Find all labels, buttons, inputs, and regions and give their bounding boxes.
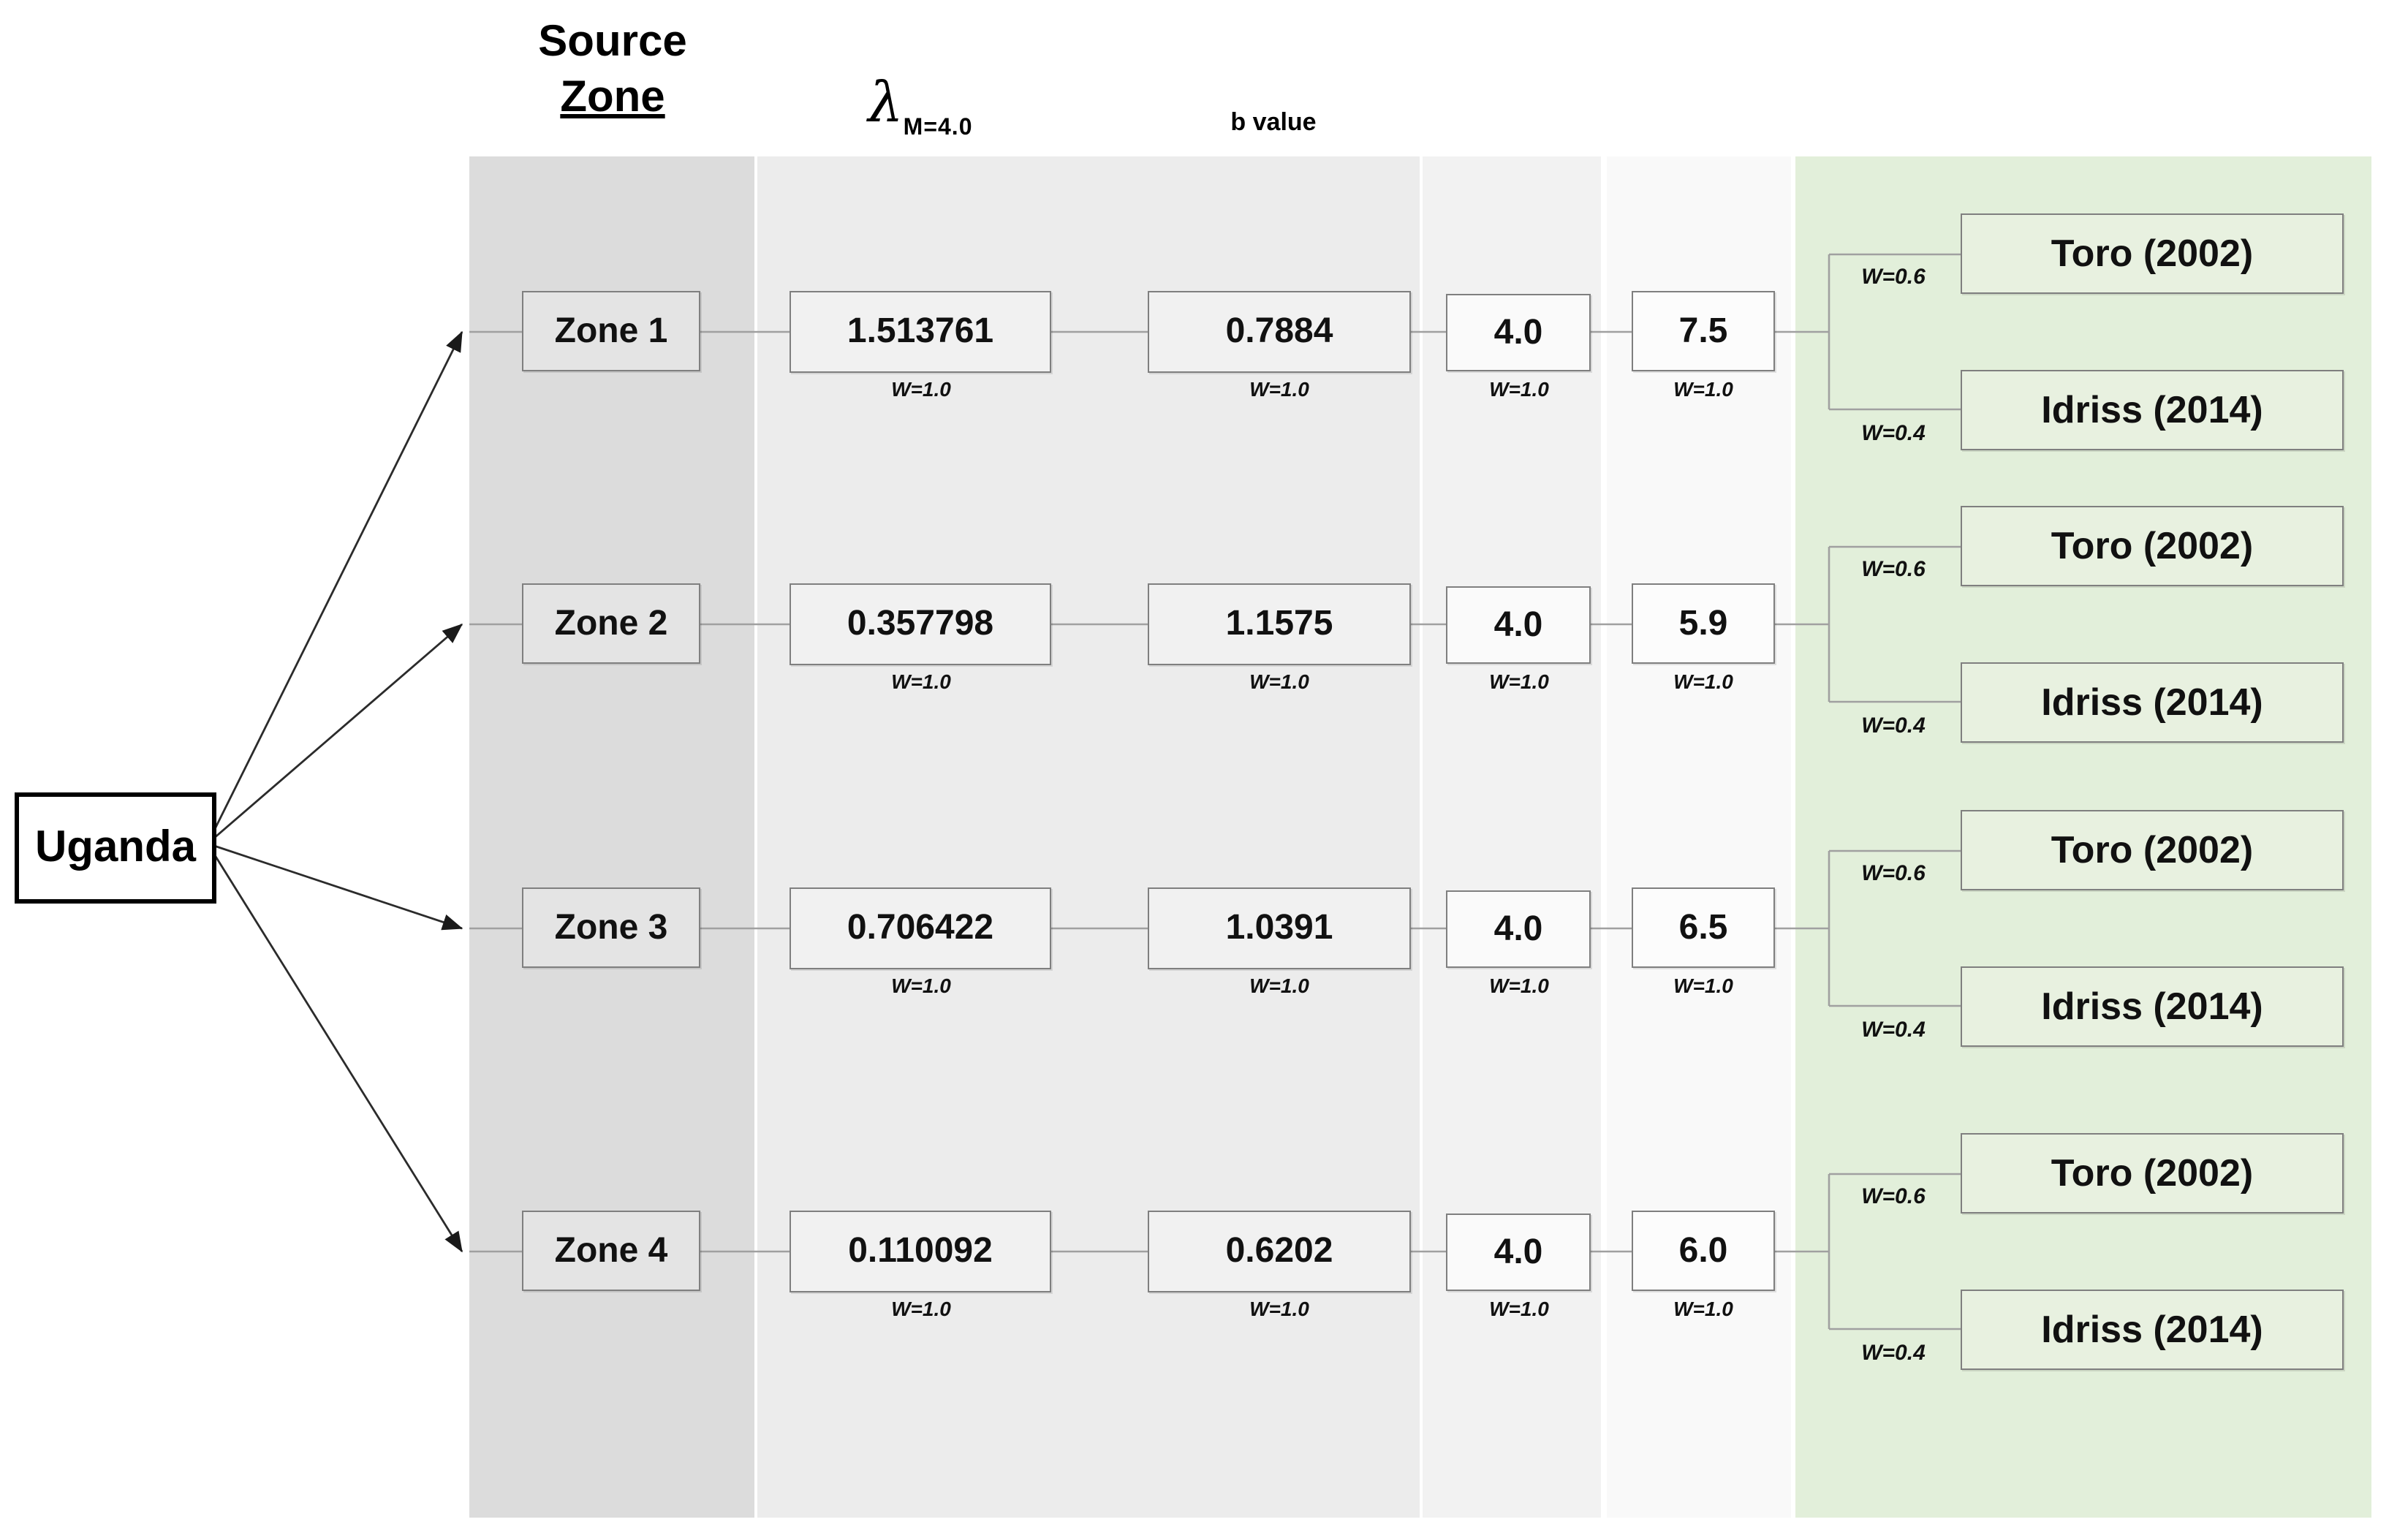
gmpe-idriss-weight-label: W=0.4 <box>1861 421 1926 446</box>
lambda-weight-label: W=1.0 <box>891 670 951 693</box>
branch-arrow <box>207 842 463 931</box>
max-magnitude-node: 7.5 <box>1632 291 1775 371</box>
gmpe-node-toro: Toro (2002) <box>1961 1133 2344 1214</box>
lambda-rate-node: 0.357798 <box>790 583 1051 665</box>
b-value: 0.6202 <box>1225 1231 1333 1271</box>
gmpe-idriss-weight-label: W=0.4 <box>1861 1018 1926 1042</box>
branch-arrow <box>207 623 463 845</box>
gmpe-node-toro: Toro (2002) <box>1961 810 2344 890</box>
max-magnitude-node: 6.0 <box>1632 1211 1775 1291</box>
b-value-node: 0.7884 <box>1148 291 1411 373</box>
min-magnitude-value: 4.0 <box>1493 312 1543 352</box>
branch-arrow <box>206 843 463 1253</box>
gmpe-idriss-weight-label: W=0.4 <box>1861 1341 1926 1366</box>
b-value: 1.0391 <box>1225 908 1333 947</box>
max-magnitude-weight-label: W=1.0 <box>1673 1297 1733 1320</box>
gmpe-node-idriss: Idriss (2014) <box>1961 1290 2344 1370</box>
lambda-subscript: M=4.0 <box>903 116 973 140</box>
lambda-rate-value: 0.357798 <box>847 604 994 643</box>
b-value-weight-label: W=1.0 <box>1249 1297 1309 1320</box>
zone-label: Zone 4 <box>554 1230 668 1270</box>
b-value: 1.1575 <box>1225 604 1333 643</box>
b-value-node: 1.1575 <box>1148 583 1411 665</box>
source-zone-header-line2: Zone <box>560 73 665 122</box>
lambda-rate-node: 0.706422 <box>790 887 1051 969</box>
root-node-label: Uganda <box>34 823 196 871</box>
max-magnitude-value: 7.5 <box>1678 311 1728 350</box>
gmpe-toro-weight-label: W=0.6 <box>1861 265 1926 289</box>
zone-node: Zone 4 <box>522 1211 700 1291</box>
min-magnitude-value: 4.0 <box>1493 909 1543 948</box>
branch-arrow <box>206 330 463 844</box>
min-magnitude-node: 4.0 <box>1446 586 1591 664</box>
b-value-node: 0.6202 <box>1148 1211 1411 1292</box>
gmpe-toro-label: Toro (2002) <box>2051 828 2254 871</box>
gmpe-toro-weight-label: W=0.6 <box>1861 861 1926 886</box>
gmpe-node-toro: Toro (2002) <box>1961 213 2344 294</box>
lambda-rate-value: 0.110092 <box>848 1231 993 1271</box>
gmpe-idriss-weight-label: W=0.4 <box>1861 713 1926 738</box>
max-magnitude-value: 6.5 <box>1678 907 1728 947</box>
lambda-weight-label: W=1.0 <box>891 974 951 997</box>
gmpe-node-idriss: Idriss (2014) <box>1961 370 2344 450</box>
zone-node: Zone 1 <box>522 291 700 371</box>
b-value: 0.7884 <box>1225 311 1333 351</box>
b-value-node: 1.0391 <box>1148 887 1411 969</box>
gmpe-toro-weight-label: W=0.6 <box>1861 557 1926 582</box>
min-magnitude-value: 4.0 <box>1493 605 1543 644</box>
lambda-header: λM=4.0 <box>814 70 1026 140</box>
gmpe-idriss-label: Idriss (2014) <box>2041 680 2263 724</box>
gmpe-idriss-label: Idriss (2014) <box>2041 387 2263 431</box>
min-magnitude-node: 4.0 <box>1446 294 1591 371</box>
max-magnitude-value: 6.0 <box>1678 1230 1728 1270</box>
max-magnitude-weight-label: W=1.0 <box>1673 974 1733 997</box>
min-magnitude-weight-label: W=1.0 <box>1489 670 1549 693</box>
zone-node: Zone 2 <box>522 583 700 664</box>
source-zone-header-line1: Source <box>538 18 687 66</box>
max-magnitude-node: 6.5 <box>1632 887 1775 968</box>
zone-label: Zone 3 <box>554 907 668 947</box>
root-node-uganda: Uganda <box>15 792 216 904</box>
gmpe-idriss-label: Idriss (2014) <box>2041 984 2263 1028</box>
zone-label: Zone 2 <box>554 603 668 643</box>
min-magnitude-weight-label: W=1.0 <box>1489 974 1549 997</box>
gmpe-node-toro: Toro (2002) <box>1961 506 2344 586</box>
min-magnitude-node: 4.0 <box>1446 890 1591 968</box>
gmpe-toro-label: Toro (2002) <box>2051 1151 2254 1194</box>
gmpe-toro-label: Toro (2002) <box>2051 231 2254 275</box>
max-magnitude-weight-label: W=1.0 <box>1673 377 1733 401</box>
lambda-symbol: λ <box>868 70 904 135</box>
min-magnitude-weight-label: W=1.0 <box>1489 377 1549 401</box>
b-value-weight-label: W=1.0 <box>1249 974 1309 997</box>
max-magnitude-weight-label: W=1.0 <box>1673 670 1733 693</box>
max-magnitude-node: 5.9 <box>1632 583 1775 664</box>
min-magnitude-value: 4.0 <box>1493 1232 1543 1271</box>
gmpe-node-idriss: Idriss (2014) <box>1961 966 2344 1047</box>
gmpe-node-idriss: Idriss (2014) <box>1961 662 2344 743</box>
min-magnitude-node: 4.0 <box>1446 1214 1591 1291</box>
gmpe-toro-weight-label: W=0.6 <box>1861 1184 1926 1209</box>
b-value-header: b value <box>1230 108 1317 136</box>
b-value-weight-label: W=1.0 <box>1249 670 1309 693</box>
source-zone-header: Source Zone <box>507 15 718 127</box>
zone-label: Zone 1 <box>554 311 668 350</box>
lambda-rate-node: 0.110092 <box>790 1211 1051 1292</box>
gmpe-toro-label: Toro (2002) <box>2051 523 2254 567</box>
lambda-rate-node: 1.513761 <box>790 291 1051 373</box>
lambda-weight-label: W=1.0 <box>891 377 951 401</box>
lambda-weight-label: W=1.0 <box>891 1297 951 1320</box>
min-magnitude-weight-label: W=1.0 <box>1489 1297 1549 1320</box>
b-value-weight-label: W=1.0 <box>1249 377 1309 401</box>
lambda-rate-value: 0.706422 <box>847 908 994 947</box>
lambda-rate-value: 1.513761 <box>847 311 994 351</box>
max-magnitude-value: 5.9 <box>1678 603 1728 643</box>
zone-node: Zone 3 <box>522 887 700 968</box>
gmpe-idriss-label: Idriss (2014) <box>2041 1307 2263 1351</box>
